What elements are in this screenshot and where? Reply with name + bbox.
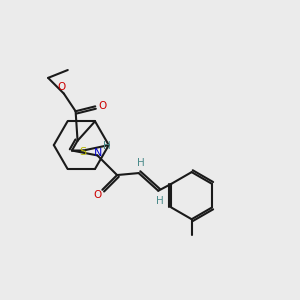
Text: H: H [156,196,164,206]
Text: O: O [93,190,101,200]
Text: N: N [94,148,103,158]
Text: O: O [98,101,106,111]
Text: S: S [80,146,87,157]
Text: H: H [103,141,111,151]
Text: H: H [137,158,145,168]
Text: O: O [58,82,66,92]
